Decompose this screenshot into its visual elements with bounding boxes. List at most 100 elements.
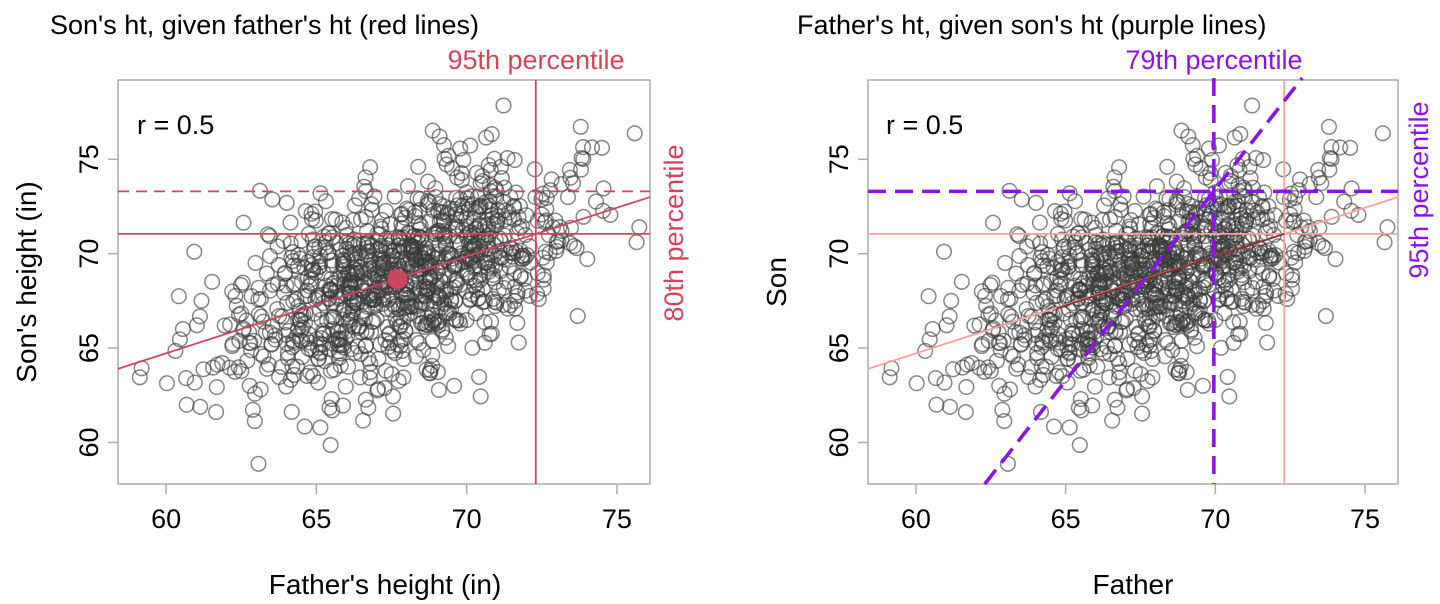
data-point — [424, 332, 441, 349]
data-point — [1002, 346, 1019, 363]
data-point — [573, 149, 590, 167]
data-point — [976, 287, 994, 304]
data-point — [1342, 139, 1359, 156]
data-point — [271, 368, 288, 386]
data-point — [328, 235, 345, 252]
data-point — [1075, 308, 1092, 325]
data-point — [572, 161, 590, 178]
data-point — [278, 277, 295, 294]
data-point — [1180, 196, 1197, 213]
data-point — [1026, 265, 1043, 282]
x-tick-label: 60 — [151, 504, 181, 534]
data-point — [1144, 369, 1161, 386]
data-point — [230, 359, 247, 376]
data-point — [1226, 129, 1243, 146]
data-point — [1310, 161, 1327, 178]
data-point — [1050, 278, 1068, 295]
data-point — [191, 308, 208, 325]
data-point — [1159, 158, 1176, 175]
data-point — [1310, 169, 1327, 186]
data-point — [499, 300, 516, 317]
data-point — [349, 338, 366, 355]
data-point — [131, 369, 148, 386]
data-point — [1045, 418, 1063, 435]
data-point — [360, 243, 377, 260]
data-point — [337, 378, 354, 395]
data-point — [1183, 282, 1200, 300]
data-point — [1124, 290, 1141, 307]
data-point — [192, 398, 209, 415]
data-point — [392, 332, 409, 349]
data-point — [1286, 200, 1303, 217]
data-point — [1216, 220, 1233, 237]
data-point — [1189, 147, 1206, 164]
data-point — [419, 173, 437, 190]
data-point — [1113, 201, 1130, 218]
data-point — [419, 284, 436, 301]
data-point — [1098, 294, 1115, 311]
x-tick-label: 65 — [1051, 504, 1081, 534]
data-point — [1027, 326, 1044, 343]
r-annotation: r = 0.5 — [886, 110, 963, 140]
data-point — [1000, 306, 1017, 323]
y-ticks: 60 65 70 75 — [74, 144, 118, 457]
data-point — [1169, 194, 1187, 211]
data-point — [526, 161, 543, 178]
data-point — [1125, 379, 1142, 397]
data-point — [204, 273, 221, 290]
data-point — [984, 274, 1001, 291]
data-point — [167, 342, 184, 359]
data-point — [1083, 214, 1100, 231]
data-point — [1014, 276, 1031, 293]
data-point — [1020, 257, 1037, 274]
data-point — [285, 277, 302, 294]
data-point — [1374, 125, 1391, 142]
data-point — [431, 312, 448, 329]
data-point — [357, 169, 374, 186]
data-point — [953, 273, 970, 290]
data-point — [1229, 197, 1246, 214]
data-point — [1194, 377, 1211, 394]
data-point — [1011, 248, 1028, 265]
data-point — [1265, 282, 1282, 299]
data-point — [244, 401, 261, 418]
data-point — [1235, 274, 1253, 291]
data-point — [569, 307, 586, 325]
data-point — [1287, 254, 1304, 271]
data-point — [430, 222, 447, 239]
data-point — [1202, 165, 1219, 182]
data-point — [628, 234, 645, 251]
data-point — [303, 262, 320, 279]
data-point — [991, 377, 1008, 394]
data-point — [548, 238, 565, 255]
data-point — [227, 287, 244, 304]
data-point — [252, 346, 270, 363]
data-point — [1072, 311, 1089, 328]
data-point — [1011, 228, 1028, 245]
data-point — [430, 381, 447, 398]
data-point — [1012, 335, 1029, 352]
data-point — [472, 197, 489, 214]
data-point — [178, 370, 195, 387]
data-point — [405, 244, 422, 261]
data-point — [1136, 310, 1153, 327]
data-point — [174, 320, 191, 338]
data-point — [1321, 149, 1338, 167]
data-point — [435, 137, 452, 154]
data-point — [1151, 236, 1168, 253]
data-point — [1229, 157, 1246, 174]
data-point — [358, 324, 375, 341]
data-point — [343, 264, 361, 281]
data-point — [1270, 287, 1287, 304]
data-point — [537, 212, 555, 229]
data-point — [957, 403, 974, 421]
data-point — [1046, 305, 1063, 322]
data-point — [429, 263, 446, 280]
data-point — [1144, 350, 1161, 368]
data-point — [208, 403, 225, 421]
data-point — [478, 129, 495, 146]
data-point — [291, 311, 308, 328]
data-point — [188, 317, 205, 334]
data-point — [1164, 279, 1181, 296]
data-point — [468, 220, 485, 237]
